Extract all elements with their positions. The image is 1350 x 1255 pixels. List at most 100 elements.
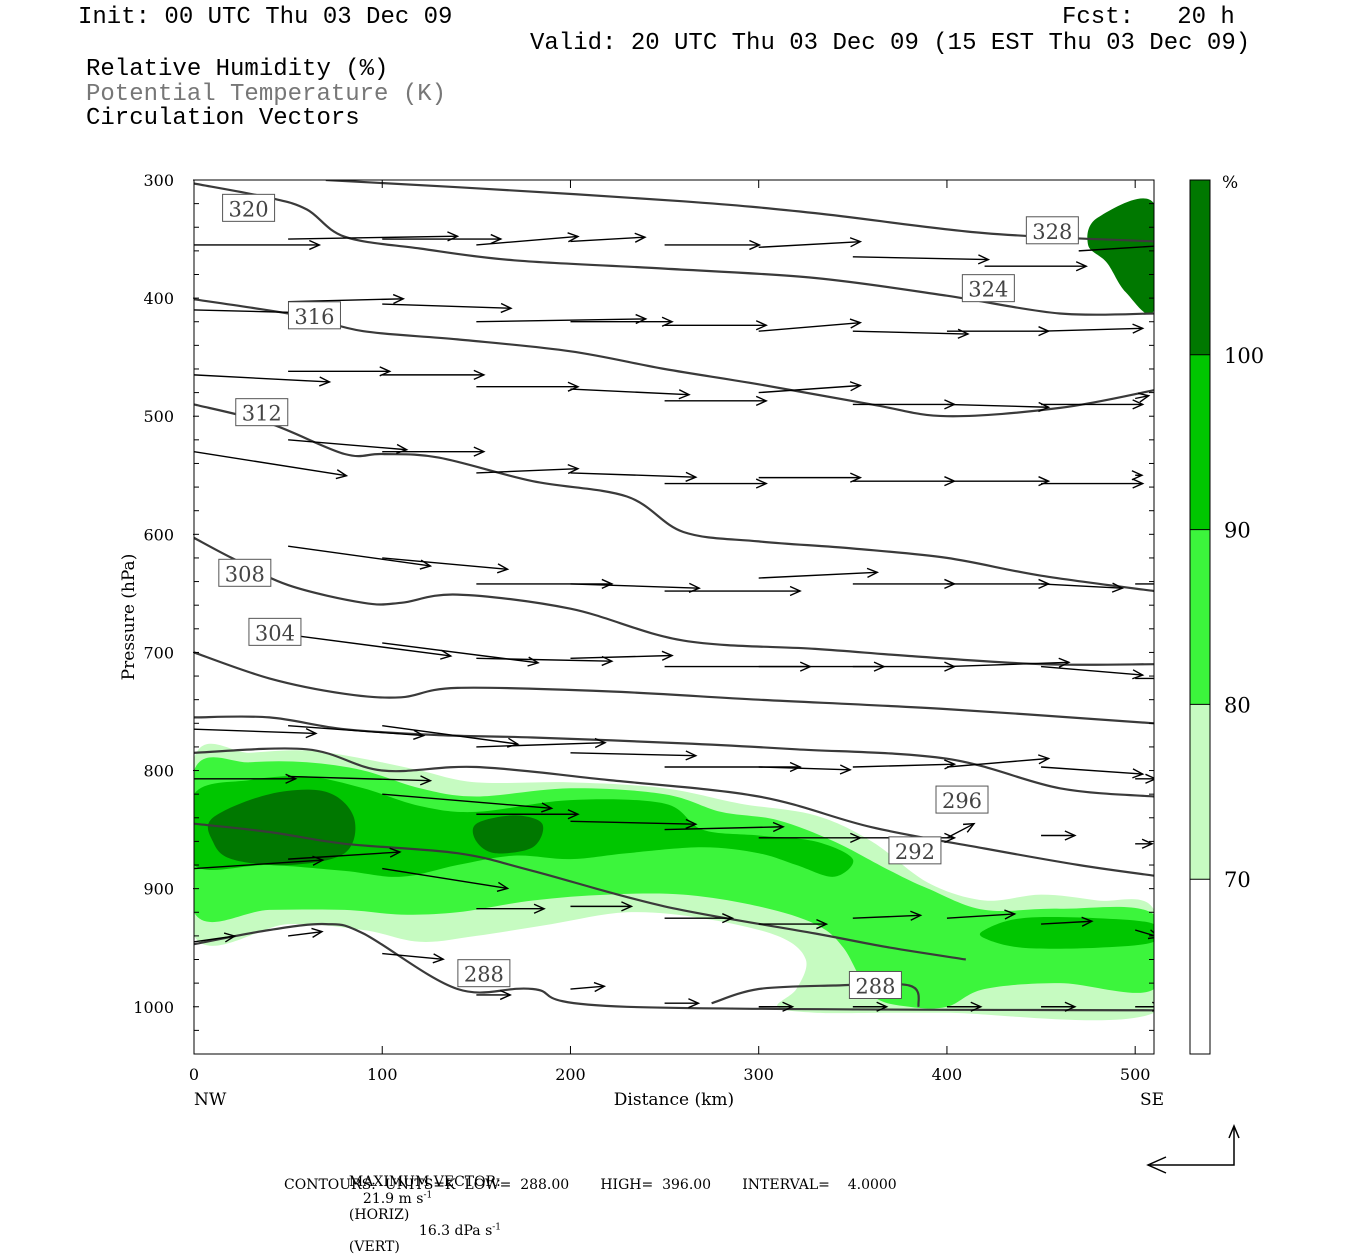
circulation-vector [570, 232, 647, 243]
rh-region-100-4 [207, 789, 356, 866]
circulation-vector [852, 1001, 889, 1012]
init-time: Init: 00 UTC Thu 03 Dec 09 [78, 4, 453, 31]
circulation-vector [288, 927, 324, 938]
reference-vector-icon [1146, 1124, 1240, 1174]
circulation-vector [476, 737, 607, 749]
theta-contour-328-0 [325, 180, 1154, 243]
circulation-vector [1041, 582, 1125, 593]
rh-region-100-5 [472, 815, 544, 854]
circulation-vector [852, 661, 957, 672]
max-horiz-value: 21.9 m s-1 [362, 1190, 433, 1207]
circulation-vector [758, 764, 852, 775]
theta-label-text: 328 [1032, 220, 1072, 244]
x-axis-title: Distance (km) [614, 1090, 734, 1110]
circulation-vector [758, 1001, 795, 1012]
theta-label-text: 304 [255, 621, 295, 645]
theta-contour-316-3 [194, 403, 1154, 593]
circulation-vector [946, 822, 976, 839]
theta-contour-292-8 [194, 822, 966, 961]
theta-label-text: 316 [294, 305, 334, 329]
legend-relative-humidity: Relative Humidity (%) [86, 56, 389, 83]
theta-label-text: 312 [242, 402, 282, 426]
legend-potential-temperature: Potential Temperature (K) [86, 81, 447, 108]
circulation-vector [664, 821, 785, 833]
circulation-vector [1135, 677, 1154, 680]
circulation-vector [852, 578, 957, 590]
y-tick-label: 500 [143, 407, 174, 426]
colorbar-tick-label: 80 [1224, 693, 1251, 717]
theta-contour-labels: 328 324 320 316 312 308 304 296 292 288 288 [218, 193, 1079, 999]
circulation-vector [570, 750, 698, 761]
theta-label-308: 308 [218, 558, 272, 587]
theta-label-304: 304 [248, 617, 302, 646]
theta-label-292: 292 [888, 836, 942, 865]
circulation-vector [1041, 323, 1145, 334]
circulation-vector [570, 901, 634, 912]
max-vert-value: 16.3 dPa s-1 [418, 1222, 502, 1240]
max-horiz-unit: (HORIZ) [348, 1206, 410, 1223]
circulation-vector [758, 318, 863, 332]
circulation-vector [382, 557, 510, 574]
circulation-vector [570, 818, 698, 830]
circulation-vector [288, 634, 453, 660]
circulation-vector [288, 724, 426, 740]
circulation-vector [382, 642, 540, 667]
circulation-vector [1041, 399, 1145, 410]
circulation-vector [1041, 916, 1094, 927]
circulation-vector [1131, 470, 1144, 481]
circulation-vector [570, 650, 674, 661]
theta-label-text: 292 [895, 840, 935, 864]
circulation-vector [382, 952, 445, 964]
y-tick-label: 300 [143, 171, 174, 190]
circulation-vector [1041, 1001, 1077, 1012]
circulation-vector [194, 450, 349, 480]
circulation-vector [1041, 830, 1077, 841]
circulation-vector [664, 478, 768, 489]
circulation-vector [758, 567, 880, 579]
max-vector-label: MAXIMUM VECTOR: [348, 1174, 501, 1190]
circulation-vector [476, 989, 512, 1001]
theta-label-text: 320 [229, 197, 269, 221]
theta-label-316: 316 [287, 301, 341, 330]
circulation-vector [194, 727, 318, 739]
circulation-vector [852, 476, 957, 487]
colorbar-segment [1190, 529, 1210, 705]
circulation-vector [1135, 838, 1154, 849]
circulation-vector [664, 585, 802, 597]
circulation-vector [664, 998, 701, 1009]
circulation-vector [946, 1001, 983, 1012]
circulation-vector [382, 233, 503, 245]
circulation-vector [382, 302, 513, 314]
theta-contour-312-4 [194, 536, 1154, 666]
x-end-label-se: SE [1140, 1090, 1164, 1110]
axes: 300 400 500 600 700 800 900 1000 0 100 200 300 400 50… [133, 171, 1154, 1084]
theta-label-328: 328 [1025, 216, 1079, 245]
x-end-label-nw: NW [194, 1090, 227, 1110]
y-tick-label: 900 [143, 880, 174, 899]
x-tick-label: 400 [932, 1065, 963, 1084]
contours-info: CONTOURS: UNITS=K LOW= 288.00 HIGH= 396.… [284, 1177, 897, 1193]
circulation-vector [1135, 392, 1151, 403]
circulation-vector [758, 381, 863, 394]
circulation-vector [664, 320, 768, 331]
theta-label-296: 296 [935, 785, 989, 814]
theta-label-text: 288 [855, 974, 895, 998]
colorbar-segment [1190, 704, 1210, 880]
circulation-vector [382, 867, 510, 892]
circulation-vector [570, 471, 698, 482]
theta-contour-304-6 [194, 715, 1154, 798]
colorbar-segment [1190, 879, 1210, 1054]
circulation-vector [476, 232, 580, 246]
colorbar-tick-label: 100 [1224, 344, 1264, 368]
circulation-vector [664, 395, 768, 406]
circulation-vector [1041, 665, 1145, 680]
theta-contour-296-7 [194, 747, 1154, 877]
circulation-vector [476, 903, 546, 914]
theta-label-320: 320 [222, 193, 276, 222]
circulation-vector [1041, 478, 1145, 489]
theta-label-text: 296 [942, 789, 982, 813]
circulation-vector [1135, 1001, 1154, 1012]
colorbar: 70 80 90 100 [1189, 179, 1264, 1055]
circulation-vector [1134, 929, 1154, 940]
theta-label-text: 288 [464, 963, 504, 987]
